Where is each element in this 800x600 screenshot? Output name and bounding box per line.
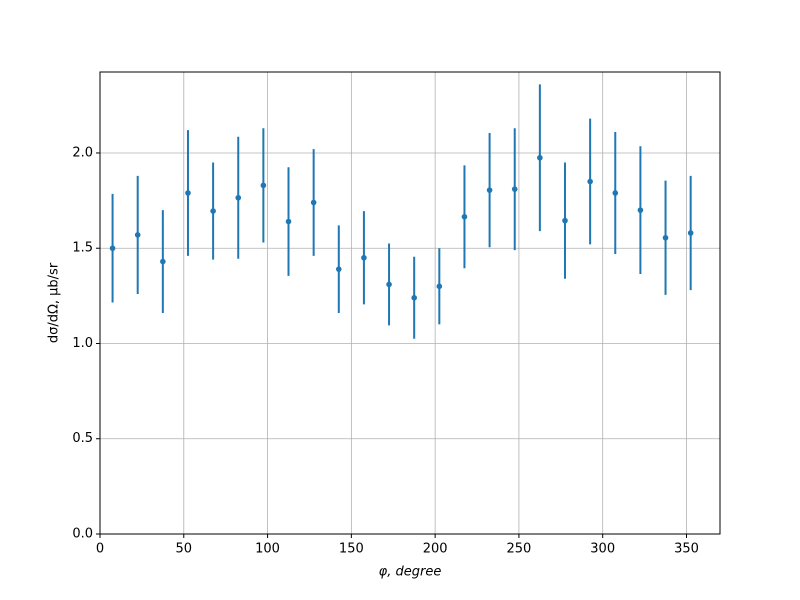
data-point bbox=[436, 283, 443, 290]
data-point bbox=[160, 258, 166, 265]
data-point bbox=[361, 254, 367, 261]
y-axis-label: dσ/dΩ, μb/sr bbox=[47, 262, 62, 343]
data-point bbox=[461, 213, 468, 220]
data-point bbox=[185, 190, 191, 196]
data-point bbox=[587, 178, 593, 185]
data-point bbox=[562, 217, 568, 224]
data-point bbox=[411, 294, 417, 301]
x-tick-label: 250 bbox=[507, 542, 532, 557]
data-point bbox=[612, 190, 619, 196]
y-tick-label: 2.0 bbox=[72, 145, 93, 160]
x-tick-label: 350 bbox=[674, 542, 699, 557]
data-point bbox=[285, 218, 292, 225]
y-tick-label: 1.5 bbox=[72, 241, 93, 256]
x-tick-label: 200 bbox=[423, 542, 448, 557]
data-point bbox=[210, 208, 216, 214]
plot-frame bbox=[99, 71, 721, 535]
x-tick-label: 50 bbox=[176, 542, 193, 557]
data-point bbox=[687, 230, 694, 236]
x-axis-label: φ, degree bbox=[379, 565, 442, 580]
data-point bbox=[134, 232, 141, 238]
data-point bbox=[537, 154, 543, 161]
x-tick-label: 150 bbox=[339, 542, 364, 557]
data-point bbox=[637, 207, 644, 213]
y-tick-label: 0.5 bbox=[72, 431, 93, 446]
x-tick-label: 100 bbox=[255, 542, 280, 557]
data-point bbox=[511, 186, 518, 192]
y-tick-label: 0.0 bbox=[72, 527, 93, 542]
y-tick-label: 1.0 bbox=[72, 336, 93, 351]
data-point bbox=[109, 245, 116, 252]
data-point bbox=[386, 281, 392, 288]
data-point bbox=[662, 234, 669, 241]
x-tick-label: 300 bbox=[590, 542, 615, 557]
data-point bbox=[486, 187, 493, 193]
data-point bbox=[260, 182, 267, 189]
data-point bbox=[310, 199, 317, 206]
x-tick-label: 0 bbox=[96, 542, 104, 557]
data-point bbox=[235, 194, 242, 201]
data-point bbox=[335, 266, 342, 272]
